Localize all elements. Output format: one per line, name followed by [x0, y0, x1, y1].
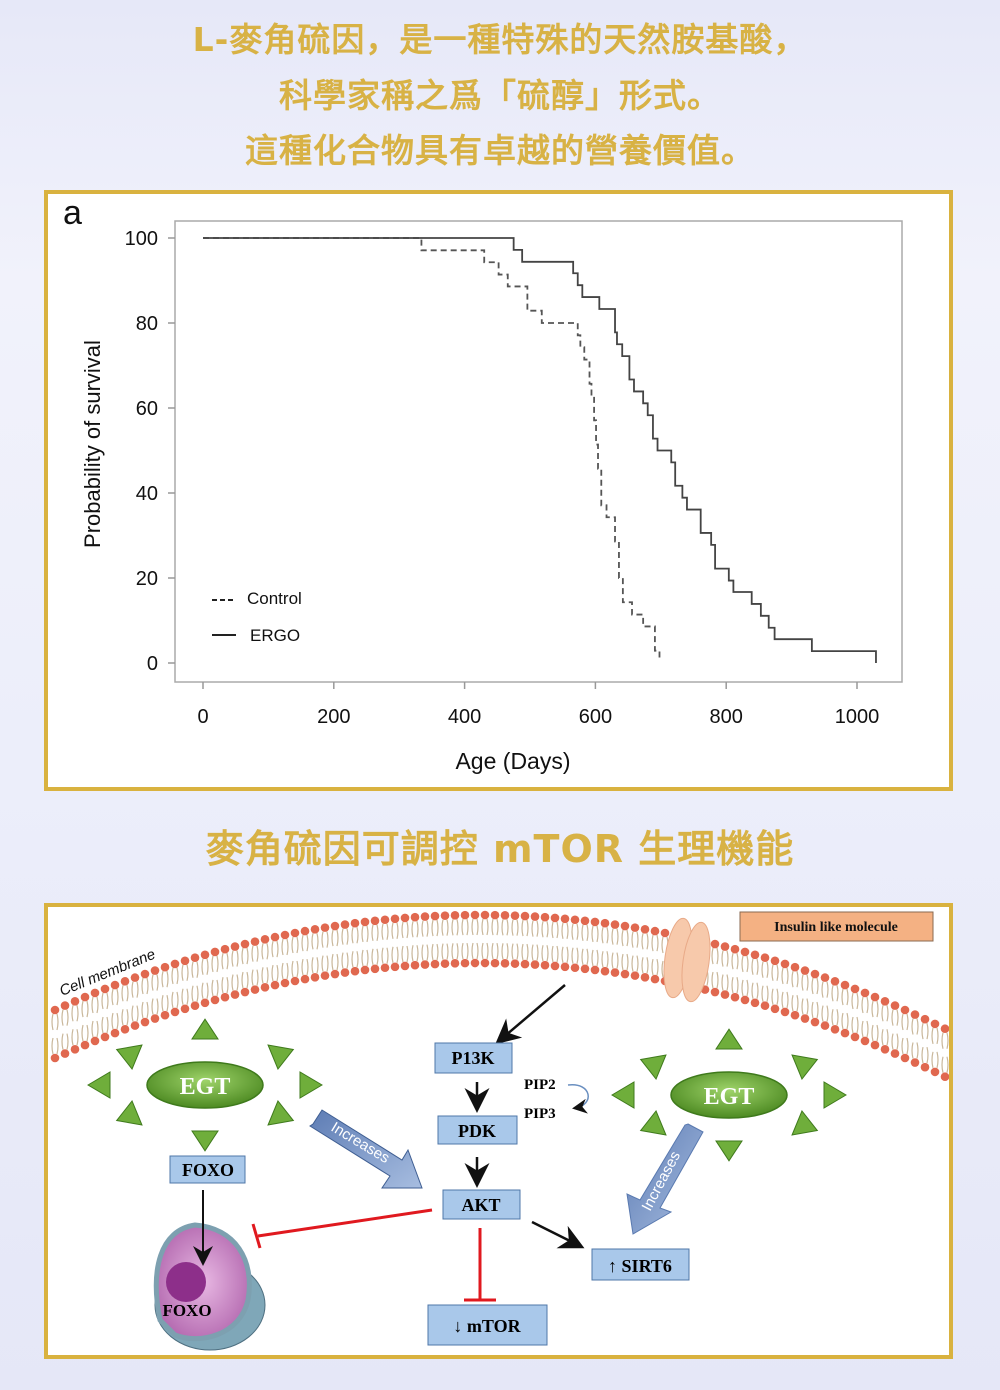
survival-chart: a 0 20 40 60 80 100 0 200 400 600 800 1000 Probabi… — [63, 194, 903, 774]
increases-left-arrow: Increases — [309, 1109, 423, 1189]
x-tick-label: 0 — [197, 706, 208, 728]
legend-label-ergo: ERGO — [250, 626, 300, 645]
panel-label: a — [63, 194, 82, 232]
akt-to-sirt6-arrow — [531, 1220, 585, 1249]
pi3k-label: P13K — [452, 1048, 495, 1068]
x-tick-label: 1000 — [835, 706, 880, 728]
egt-left-label: EGT — [180, 1074, 231, 1100]
sirt6-label: ↑ SIRT6 — [608, 1256, 672, 1276]
pip2-label: PIP2 — [524, 1077, 556, 1093]
mtor-pathway-diagram: Cell membrane Insulin like molecule P13K… — [44, 903, 953, 1359]
section-title: 麥角硫因可調控 mTOR 生理機能 — [205, 827, 795, 871]
pdk-label: PDK — [458, 1121, 496, 1141]
egt-right-label: EGT — [704, 1084, 755, 1110]
legend-label-control: Control — [247, 589, 302, 608]
pathway-diagram: Cell membrane Insulin like molecule P13K… — [50, 910, 950, 1351]
cell-membrane — [50, 910, 950, 1082]
akt-box — [442, 1189, 521, 1220]
pip-conversion-arrow — [567, 1084, 589, 1114]
x-tick-label: 600 — [579, 706, 612, 728]
pi3k-box — [434, 1042, 513, 1074]
foxo-nucleus-label: FOXO — [162, 1301, 211, 1320]
foxo-box — [169, 1155, 246, 1184]
sirt6-box — [591, 1248, 690, 1281]
mtor-box — [427, 1304, 548, 1346]
y-tick-label: 40 — [136, 483, 158, 505]
x-tick-label: 400 — [448, 706, 481, 728]
series-line-ergo — [203, 237, 877, 663]
y-tick-label: 20 — [136, 568, 158, 590]
receptor-channel-icon — [663, 917, 711, 1003]
survival-chart-panel: a 0 20 40 60 80 100 0 200 400 600 800 1000 Probabi… — [44, 190, 953, 791]
headline-line-3: 這種化合物具有卓越的營養價值。 — [245, 131, 755, 170]
x-tick-label: 800 — [710, 706, 743, 728]
mtor-label: ↓ mTOR — [453, 1316, 521, 1336]
insulin-to-pi3k-arrow — [495, 984, 566, 1045]
headline-line-2: 科學家稱之爲「硫醇」形式。 — [279, 76, 721, 115]
y-tick-label: 80 — [136, 313, 158, 335]
y-tick-label: 100 — [125, 228, 158, 250]
y-tick-label: 60 — [136, 398, 158, 420]
y-axis-label: Probability of survival — [80, 340, 105, 548]
x-axis-label: Age (Days) — [455, 748, 570, 774]
foxo-label: FOXO — [182, 1160, 234, 1180]
headline-line-1: L-麥角硫因，是一種特殊的天然胺基酸， — [192, 20, 808, 59]
x-tick-label: 200 — [317, 706, 350, 728]
y-tick-label: 0 — [147, 653, 158, 675]
pip3-label: PIP3 — [524, 1106, 556, 1122]
inhibit-bar-foxo — [251, 1223, 262, 1249]
cell-nucleus-icon — [153, 1222, 266, 1351]
increases-right-arrow: Increases — [626, 1123, 704, 1235]
egt-right-starburst — [611, 1028, 847, 1162]
pdk-box — [437, 1115, 518, 1145]
akt-label: AKT — [461, 1195, 500, 1215]
plot-frame — [174, 220, 903, 683]
akt-inhibits-foxo-line — [257, 1208, 433, 1238]
insulin-box — [739, 911, 934, 942]
insulin-label: Insulin like molecule — [774, 920, 898, 935]
legend: Control ERGO — [212, 589, 302, 645]
egt-left-starburst — [87, 1018, 323, 1152]
